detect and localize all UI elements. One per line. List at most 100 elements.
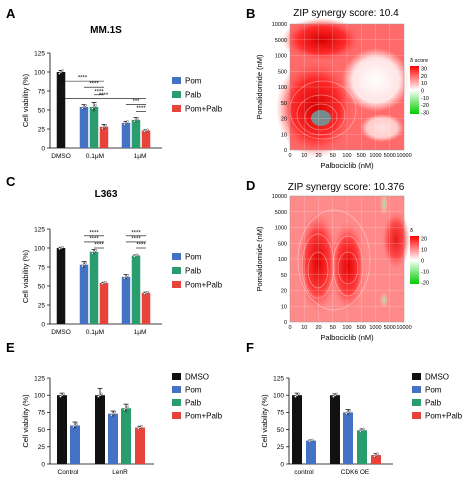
panel-c-replicate-point [84, 262, 87, 265]
panel-e-replicate-point [140, 424, 143, 428]
panel-f-replicate-point [346, 411, 350, 414]
panel-c-group-label: DMSO [51, 329, 71, 336]
panel-e-legend-swatch [172, 386, 181, 393]
heatmap-d-hot-left [298, 210, 338, 314]
heatmap-b-colorbar-title: δ score [410, 58, 428, 64]
panel-c-sig-label: **** [89, 230, 99, 236]
panel-e-ytick-label: 50 [38, 427, 46, 434]
heatmap-d-xtick-label: 100 [342, 325, 351, 331]
panel-c-group-label: 1μM [134, 329, 147, 336]
panel-f-replicate-point [311, 438, 314, 442]
panel-e-bar [57, 395, 67, 464]
heatmap-b-ytick-label: 10000 [272, 22, 287, 28]
panel-e-legend-label: DMSO [185, 373, 209, 382]
heatmap-d-xtick-label: 10 [301, 325, 307, 331]
panel-f-ytick-label: 100 [273, 393, 284, 400]
panel-c-replicate-point [81, 265, 84, 268]
panel-e-bar [108, 413, 118, 464]
panel-a-bar [79, 106, 89, 148]
panel-a-group-label: 1μM [134, 153, 147, 160]
heatmap-b-xtick-label: 500 [357, 153, 366, 159]
panel-e-legend-label: Pom+Palb [185, 412, 223, 421]
heatmap-b-colorbar-tick: 0 [421, 89, 424, 95]
heatmap-d-ytick-label: 10 [281, 304, 287, 310]
heatmap-b-ytick-label: 0 [284, 148, 287, 154]
panel-e-replicate-point [111, 412, 115, 415]
heatmap-b-hot-left [276, 58, 356, 158]
panel-e-replicate-point [60, 394, 64, 397]
heatmap-d-colorbar-tick: 10 [421, 248, 427, 254]
panel-e-legend-label: Palb [185, 399, 202, 408]
panel-f-replicate-point [332, 395, 335, 398]
heatmap-d-ytick-label: 500 [278, 241, 287, 247]
panel-a-group-label: 0.1μM [86, 153, 104, 160]
panel-a-sig-label: **** [89, 82, 99, 88]
heatmap-b-colorbar-tick: 10 [421, 81, 427, 87]
panel-a-legend-swatch [172, 91, 181, 98]
panel-a-sig-label: **** [99, 93, 109, 99]
panel-e-replicate-point [123, 408, 126, 411]
heatmap-d-colorbar-tick: 0 [421, 259, 424, 265]
panel-a-legend-label: Palb [185, 91, 202, 100]
panel-a-sig-label: **** [94, 89, 104, 95]
panel-a-legend-label: Pom [185, 77, 202, 86]
panel-e-replicate-point [100, 392, 103, 396]
heatmap-d-colorbar-tick: -10 [421, 270, 429, 276]
heatmap-d-xtick-label: 5000 [384, 325, 396, 331]
panel-c-legend-swatch [172, 281, 181, 288]
heatmap-d-ytick-label: 10000 [272, 194, 287, 200]
panel-a-ytick-label: 50 [38, 107, 46, 114]
heatmap-b-cool-low [360, 114, 404, 142]
panel-f-ytick-label: 125 [273, 375, 284, 382]
heatmap-d-xtick-label: 0 [288, 325, 291, 331]
panel-a-replicate-point [59, 70, 63, 74]
panel-e-replicate-point [138, 426, 142, 429]
heatmap-d-colorbar-tick: -20 [421, 281, 429, 287]
heatmap-b-xtick-label: 5000 [384, 153, 396, 159]
panel-a-legend-swatch [172, 77, 181, 84]
heatmap-b-ytick-label: 50 [281, 101, 287, 107]
panel-letter-d: D [246, 178, 255, 193]
panel-c-sig-label: **** [131, 236, 141, 242]
panel-f-bar [357, 430, 367, 464]
panel-c-ytick-label: 75 [38, 264, 46, 271]
panel-c-ytick-label: 50 [38, 283, 46, 290]
panel-e-ytick-label: 125 [34, 375, 45, 382]
panel-f-replicate-point [294, 395, 297, 398]
heatmap-d-grid [290, 196, 404, 322]
heatmap-d-ylabel: Pomalidomide (nM) [255, 226, 264, 292]
panel-a-replicate-point [146, 128, 149, 131]
panel-f-bar-chart: 0 25 50 75 100 125 Cell viability (%) control CD… [260, 373, 463, 477]
heatmap-b-ytick-label: 500 [278, 69, 287, 75]
panel-c-replicate-point [82, 263, 86, 266]
panel-e-replicate-point [124, 407, 128, 410]
panel-c-sig-label: **** [89, 236, 99, 242]
panel-d-heatmap: ZIP synergy score: 10.376 00101020205050… [255, 182, 429, 342]
panel-c-replicate-point [123, 277, 126, 280]
panel-e-replicate-point [73, 424, 77, 427]
panel-a-replicate-point [84, 104, 87, 107]
panel-e-replicate-point [97, 395, 100, 398]
panel-a-replicate-point [94, 104, 97, 107]
panel-c-bar [121, 276, 131, 324]
panel-a-group-label: DMSO [51, 153, 71, 160]
panel-a-ylabel: Cell viability (%) [21, 73, 30, 127]
panel-c-replicate-point [91, 252, 94, 255]
panel-a-sig-label: **** [78, 76, 88, 82]
heatmap-b-xtick-label: 10000 [396, 153, 411, 159]
panel-e-replicate-point [113, 411, 116, 414]
panel-a-replicate-point [124, 121, 128, 125]
panel-c-ytick-label: 0 [41, 321, 45, 328]
heatmap-b-ytick-label: 100 [278, 85, 287, 91]
heatmap-d-xtick-label: 20 [315, 325, 321, 331]
panel-f-replicate-point [373, 455, 376, 458]
heatmap-b-frame [289, 23, 405, 151]
panel-a-replicate-point [91, 107, 94, 110]
heatmap-d-colorbar-tick: 20 [421, 237, 427, 243]
panel-a-replicate-point [58, 72, 61, 75]
panel-c-replicate-point [94, 249, 97, 252]
heatmap-d-colorbar [410, 236, 419, 284]
panel-c-legend-label: Pom [185, 253, 202, 262]
panel-f-group-label: CDK6 OE [341, 469, 370, 476]
heatmap-d-green-bottom [380, 292, 388, 308]
